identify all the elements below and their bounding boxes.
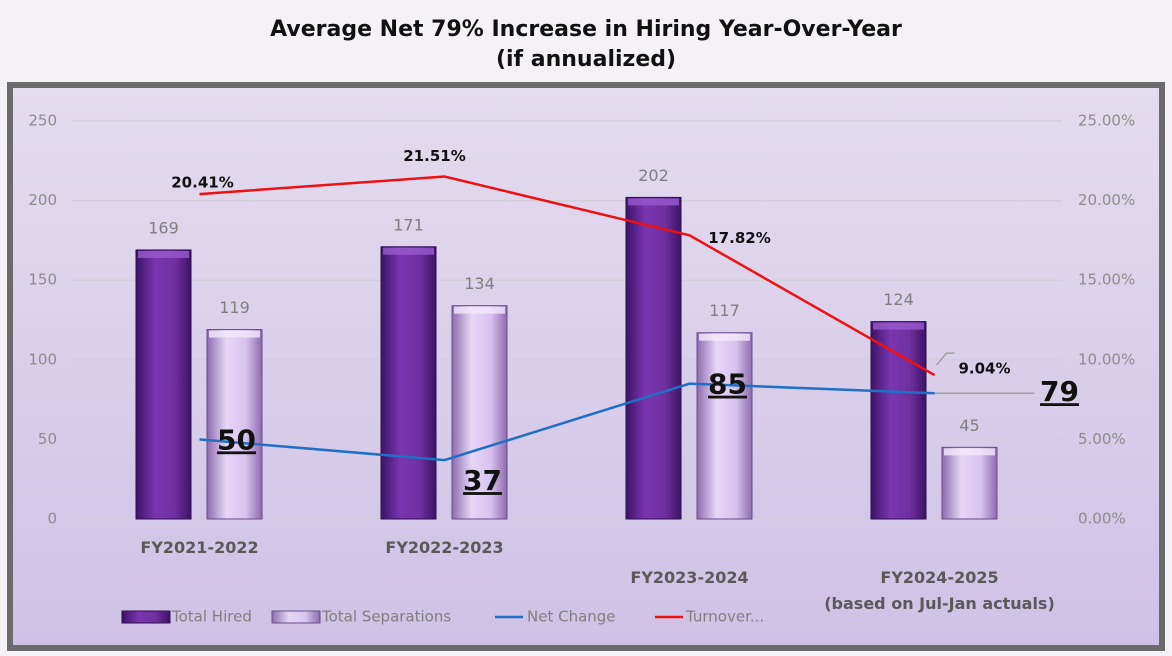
bar — [625, 196, 682, 520]
legend-swatch — [121, 610, 171, 624]
x-tick-label: FY2023-2024 — [630, 568, 749, 587]
bar — [451, 305, 508, 520]
bar — [696, 332, 753, 520]
y-tick-label: 0 — [47, 510, 57, 528]
x-tick-label: FY2024-2025 (based on Jul-Jan actuals) — [824, 568, 1055, 613]
y-tick-label: 200 — [28, 191, 57, 209]
leader-line — [935, 352, 955, 366]
y2-tick-label: 20.00% — [1078, 191, 1135, 209]
bar-cap — [209, 330, 260, 338]
y-tick-label: 100 — [28, 350, 57, 368]
legend-label: Turnover... — [685, 608, 764, 626]
line — [199, 382, 935, 462]
data-label: 9.04% — [958, 360, 1010, 378]
data-label: 45 — [959, 416, 979, 435]
line — [199, 175, 936, 377]
y-tick-label: 50 — [38, 430, 57, 448]
data-label: 50 — [217, 423, 256, 456]
bar-cap — [383, 247, 434, 255]
bar-cap — [628, 198, 679, 206]
bar-cap — [944, 448, 995, 456]
x-tick-label: FY2021-2022 — [140, 538, 259, 557]
x-tick-label: FY2022-2023 — [385, 538, 504, 557]
chart-title: Average Net 79% Increase in Hiring Year-… — [270, 17, 902, 42]
y2-tick-label: 10.00% — [1078, 350, 1135, 368]
legend-label: Total Separations — [321, 608, 451, 626]
y2-tick-label: 0.00% — [1078, 510, 1126, 528]
data-label: 134 — [464, 274, 495, 293]
bar — [380, 246, 437, 520]
y-tick-label: 150 — [28, 271, 57, 289]
data-label: 17.82% — [708, 229, 770, 247]
data-label: 119 — [219, 298, 250, 317]
bar-cap — [873, 322, 924, 330]
data-label: 85 — [708, 368, 747, 401]
legend-label: Net Change — [527, 608, 616, 626]
legend-label: Total Hired — [171, 608, 252, 626]
chart-subtitle: (if annualized) — [496, 47, 676, 72]
data-label: 21.51% — [403, 147, 465, 165]
data-label: 202 — [638, 166, 669, 185]
plot-frame — [7, 82, 1165, 651]
bar — [870, 321, 927, 520]
y2-tick-label: 15.00% — [1078, 271, 1135, 289]
data-label: 124 — [883, 290, 914, 309]
legend-swatch — [271, 610, 321, 624]
y-tick-label: 250 — [28, 112, 57, 130]
bar-cap — [454, 306, 505, 314]
data-label: 20.41% — [171, 174, 233, 192]
data-label: 117 — [709, 301, 740, 320]
y2-tick-label: 5.00% — [1078, 430, 1126, 448]
bar — [206, 329, 263, 520]
data-label: 169 — [148, 218, 179, 237]
y2-tick-label: 25.00% — [1078, 112, 1135, 130]
data-label: 79 — [1040, 375, 1079, 408]
data-label: 37 — [463, 464, 502, 497]
bar — [941, 446, 998, 520]
bar-cap — [699, 333, 750, 341]
bar — [135, 249, 192, 520]
data-label: 171 — [393, 215, 424, 234]
bar-cap — [138, 250, 189, 258]
